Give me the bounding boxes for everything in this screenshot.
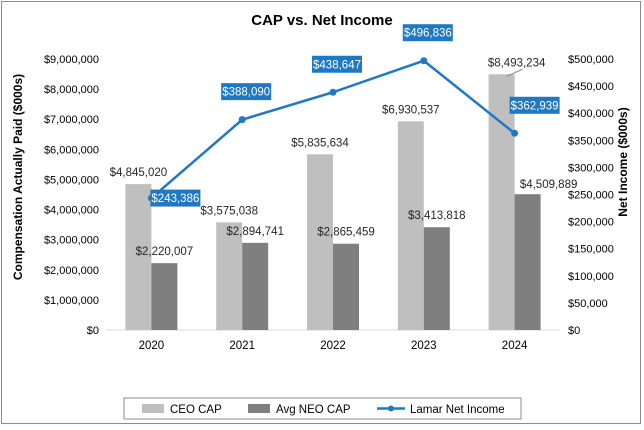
left-tick-label: $7,000,000 — [44, 114, 99, 126]
legend: CEO CAP Avg NEO CAP Lamar Net Income — [123, 397, 522, 420]
right-tick-label: $100,000 — [568, 271, 614, 283]
right-tick-label: $450,000 — [568, 81, 614, 93]
left-tick-label: $6,000,000 — [44, 144, 99, 156]
net-income-label-box-2024 — [509, 96, 560, 114]
right-tick-label: $300,000 — [568, 162, 614, 174]
bar-labels-layer: $4,845,020 $3,575,038 $5,835,634 $6,930,537… — [110, 57, 578, 258]
legend-swatch-avg-neo-cap — [248, 404, 270, 413]
net-income-label-2021: $388,090 — [222, 87, 270, 99]
net-income-point-2021 — [238, 116, 246, 124]
left-axis-label: Compensation Actually Paid ($000s) — [11, 74, 25, 280]
legend-marker-net-income — [388, 405, 394, 412]
left-tick-label: $9,000,000 — [44, 54, 99, 66]
right-tick-label: $200,000 — [568, 217, 614, 229]
bar-avg-neo-cap-2020 — [151, 263, 178, 330]
data-label-ceo-cap-2023: $6,930,537 — [382, 104, 440, 116]
net-income-point-2022 — [329, 88, 337, 96]
x-tick-label: 2024 — [502, 340, 528, 352]
right-axis-label: Net Income ($000s) — [616, 107, 630, 216]
right-tick-label: $250,000 — [568, 190, 614, 202]
net-income-label-box-2020 — [150, 189, 201, 207]
line-layer: $243,386 $388,090 $438,647 $496,836 $362,939 — [147, 24, 560, 207]
legend-swatch-ceo-cap — [142, 404, 164, 413]
legend-label-avg-neo-cap: Avg NEO CAP — [276, 404, 351, 416]
x-tick-label: 2022 — [320, 340, 346, 352]
data-label-avg-neo-cap-2021: $2,894,741 — [226, 226, 284, 238]
left-axis-ticks: $0 $1,000,000 $2,000,000 $3,000,000 $4,000,0… — [44, 54, 99, 337]
bar-ceo-cap-2022 — [307, 154, 333, 330]
net-income-label-2020: $243,386 — [151, 193, 199, 205]
chart-title: CAP vs. Net Income — [251, 12, 392, 29]
data-label-ceo-cap-2022: $5,835,634 — [291, 137, 349, 149]
left-tick-label: $3,000,000 — [44, 235, 99, 247]
left-tick-label: $8,000,000 — [44, 84, 99, 96]
net-income-label-2023: $496,836 — [404, 28, 452, 40]
data-label-ceo-cap-2024: $8,493,234 — [488, 57, 546, 69]
chart-frame: CAP vs. Net Income $0 $1,000,000 $2,000,00… — [1, 1, 641, 424]
x-axis-ticks: 2020 2021 2022 2023 2024 — [139, 340, 528, 352]
data-label-avg-neo-cap-2022: $2,865,459 — [317, 227, 375, 239]
bar-avg-neo-cap-2021 — [242, 242, 269, 330]
left-tick-label: $1,000,000 — [44, 295, 99, 307]
data-label-ceo-cap-2021: $3,575,038 — [200, 205, 258, 217]
left-tick-label: $2,000,000 — [44, 265, 99, 277]
data-label-avg-neo-cap-2020: $2,220,007 — [136, 246, 194, 258]
left-tick-label: $0 — [87, 325, 99, 337]
right-tick-label: $50,000 — [568, 298, 608, 310]
net-income-label-box-2023 — [402, 24, 453, 42]
left-tick-label: $5,000,000 — [44, 174, 99, 186]
data-label-avg-neo-cap-2024: $4,509,889 — [520, 179, 578, 191]
bar-ceo-cap-2021 — [216, 222, 243, 330]
right-tick-label: $150,000 — [568, 244, 614, 256]
right-tick-label: $400,000 — [568, 108, 614, 120]
right-tick-label: $350,000 — [568, 135, 614, 147]
right-axis-ticks: $0 $50,000 $100,000 $150,000 $200,000 $250,00… — [568, 54, 614, 337]
net-income-label-box-2022 — [312, 55, 362, 73]
right-tick-label: $0 — [568, 325, 580, 337]
legend-label-ceo-cap: CEO CAP — [170, 404, 222, 416]
net-income-label-box-2021 — [221, 83, 272, 101]
legend-label-net-income: Lamar Net Income — [410, 404, 505, 416]
x-tick-label: 2021 — [229, 340, 255, 352]
net-income-label-2024: $362,939 — [511, 100, 559, 112]
bar-avg-neo-cap-2022 — [333, 243, 359, 330]
bar-ceo-cap-2020 — [125, 184, 152, 330]
left-tick-label: $4,000,000 — [44, 205, 99, 217]
data-label-ceo-cap-2020: $4,845,020 — [110, 167, 168, 179]
cap-vs-net-income-chart: CAP vs. Net Income $0 $1,000,000 $2,000,00… — [11, 12, 630, 420]
leader-line-ceo-cap-2024 — [506, 68, 523, 77]
x-tick-label: 2020 — [139, 340, 165, 352]
bars-layer — [125, 74, 541, 331]
bar-avg-neo-cap-2024 — [514, 194, 541, 330]
bar-avg-neo-cap-2023 — [423, 227, 450, 330]
net-income-label-2022: $438,647 — [313, 59, 361, 71]
data-label-avg-neo-cap-2023: $3,413,818 — [408, 210, 466, 222]
x-tick-label: 2023 — [411, 340, 437, 352]
legend-box — [123, 397, 522, 420]
net-income-point-2023 — [420, 57, 428, 65]
net-income-point-2024 — [511, 129, 519, 137]
bar-ceo-cap-2023 — [397, 121, 424, 330]
right-tick-label: $500,000 — [568, 54, 614, 66]
